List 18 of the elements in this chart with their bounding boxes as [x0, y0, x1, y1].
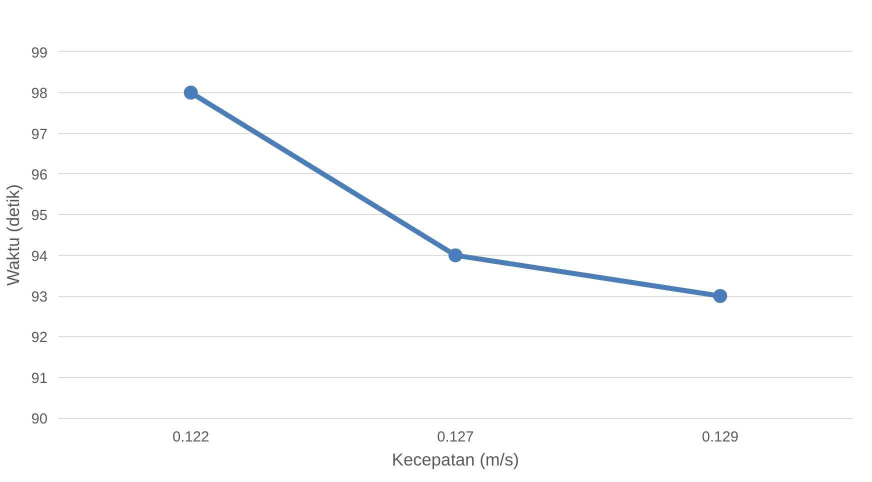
y-tick-label: 91	[31, 370, 48, 387]
y-tick-label: 94	[31, 248, 48, 265]
y-tick-label: 93	[31, 290, 48, 306]
point	[713, 289, 728, 303]
y-tick-label: 96	[31, 167, 48, 184]
y-tick-label: 92	[31, 330, 48, 346]
y-tick-label: 98	[31, 86, 48, 102]
x-tick-label: 0.127	[437, 430, 474, 446]
y-tick-label: 90	[31, 412, 48, 428]
x-tick-label: 0.122	[172, 430, 210, 446]
point	[184, 86, 198, 100]
y-tick-label: 95	[31, 208, 48, 224]
y-axis-title: Waktu (detik)	[3, 184, 24, 286]
y-tick-label: 99	[31, 45, 48, 62]
x-tick-label: 0.129	[702, 430, 739, 446]
y-tick-label: 97	[31, 126, 48, 143]
point	[448, 248, 462, 262]
x-axis-title: Kecepatan (m/s)	[392, 450, 520, 470]
